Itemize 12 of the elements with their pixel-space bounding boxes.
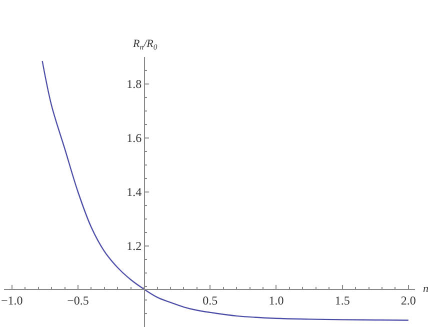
x-tick-label: −1.0 — [1, 294, 23, 308]
x-axis-title: n — [423, 283, 429, 295]
x-tick-label: −0.5 — [67, 294, 89, 308]
x-tick-label: 0.5 — [202, 294, 218, 308]
x-tick-label: 1.5 — [334, 294, 350, 308]
y-axis-title: R$_{n}$/R$_{0}$ — [132, 38, 158, 52]
x-tick-label: 2.0 — [400, 294, 416, 308]
y-tick-label: 1.6 — [126, 131, 142, 146]
x-tick-label: 1.0 — [268, 294, 284, 308]
y-tick-label: 1.4 — [126, 185, 142, 200]
y-tick-label: 1.8 — [126, 77, 142, 92]
y-tick-label: 1.2 — [126, 239, 142, 254]
